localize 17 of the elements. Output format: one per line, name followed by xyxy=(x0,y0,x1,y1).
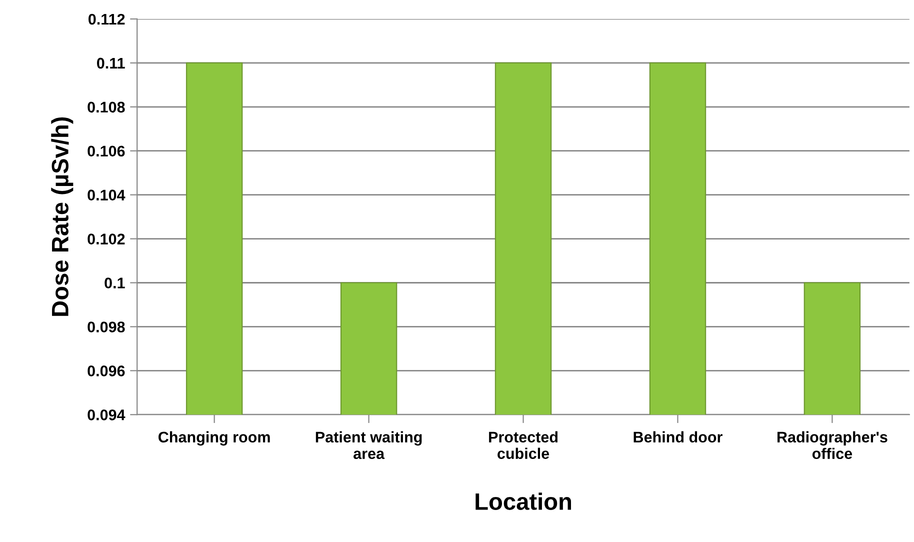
x-tick-label: Protected cubicle xyxy=(489,431,558,459)
x-tick-label: Radiographer's office xyxy=(777,431,888,460)
y-tick-label: 0.098 xyxy=(88,322,125,332)
y-tick-label: 0.1 xyxy=(104,278,125,288)
y-tick-label: 0.108 xyxy=(88,102,125,113)
x-tick-label: Behind door xyxy=(634,431,722,443)
y-tick-label: 0.112 xyxy=(88,14,125,25)
y-tick-label: 0.102 xyxy=(88,234,125,244)
x-tick-label: Changing room xyxy=(158,431,270,446)
x-axis-title: Location xyxy=(476,492,571,510)
x-tick-label: Patient waiting area xyxy=(316,431,422,460)
y-tick-label: 0.096 xyxy=(88,366,125,376)
y-tick-label: 0.104 xyxy=(88,190,126,201)
y-tick-label: 0.094 xyxy=(88,410,126,420)
y-axis-title: Dose Rate (µSv/h) xyxy=(51,117,74,316)
y-tick-label: 0.11 xyxy=(97,58,125,69)
y-tick-label: 0.106 xyxy=(88,146,125,157)
